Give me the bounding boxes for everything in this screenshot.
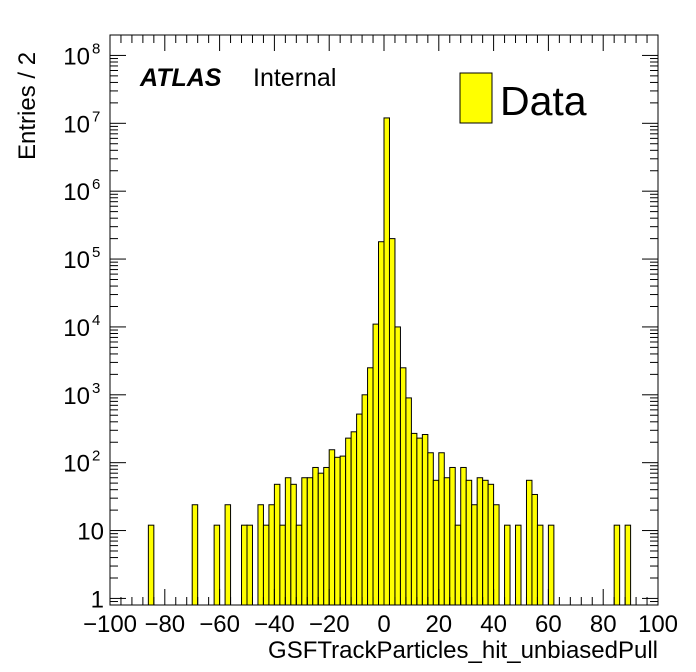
- histogram-bar: [279, 524, 286, 606]
- x-tick-label: −80: [144, 611, 185, 638]
- x-tick-label: 40: [480, 611, 507, 638]
- histogram-bar: [350, 431, 358, 606]
- y-tick-exponent: 2: [92, 448, 100, 465]
- x-tick-label: 20: [425, 611, 452, 638]
- histogram-bar: [443, 477, 451, 606]
- histogram-bar: [432, 479, 440, 606]
- histogram-bar: [284, 477, 292, 606]
- x-tick-label: −40: [254, 611, 295, 638]
- histogram-bar: [613, 524, 621, 606]
- histogram-bar: [323, 466, 330, 606]
- histogram-bar: [421, 434, 429, 606]
- y-tick-exponent: 8: [92, 40, 100, 57]
- x-tick-label: 100: [638, 611, 678, 638]
- atlas-status-label: Internal: [253, 64, 336, 92]
- histogram-bar: [504, 524, 511, 606]
- y-tick-exponent: 4: [92, 312, 100, 329]
- y-tick-label: 10: [77, 519, 104, 546]
- histogram-bar: [438, 452, 445, 606]
- x-tick-label: 80: [590, 611, 617, 638]
- histogram-bar: [213, 524, 221, 606]
- atlas-label: ATLAS: [139, 64, 222, 92]
- y-axis-title: Entries / 2: [14, 52, 41, 160]
- y-tick-label: 1: [91, 586, 104, 613]
- histogram-bar: [460, 466, 467, 606]
- histogram-bar: [487, 483, 495, 606]
- y-tick-exponent: 7: [92, 108, 100, 125]
- histogram-bar: [476, 477, 484, 606]
- histogram-bar: [339, 455, 347, 606]
- x-axis-title: GSFTrackParticles_hit_unbiasedPull: [268, 637, 658, 664]
- histogram-bar: [427, 452, 434, 606]
- axis-ticks: [109, 34, 659, 606]
- histogram-bar: [394, 326, 401, 606]
- histogram-bar: [246, 524, 253, 606]
- histogram-bar: [449, 466, 456, 606]
- y-tick-label: 10: [63, 247, 90, 274]
- histogram-bar: [191, 504, 199, 606]
- histogram-bar: [388, 238, 396, 606]
- histogram-bar: [268, 504, 275, 606]
- histogram-bar: [345, 437, 352, 606]
- histogram-bar: [378, 241, 385, 606]
- histogram-bar: [241, 524, 248, 606]
- histogram-bar: [328, 449, 336, 606]
- histogram-bar: [372, 323, 380, 606]
- histogram-bar: [262, 524, 270, 606]
- histogram-bar: [515, 524, 522, 606]
- y-tick-exponent: 6: [92, 176, 100, 193]
- histogram-bar: [482, 479, 489, 606]
- histogram-bar: [493, 504, 500, 606]
- histogram-bar: [147, 524, 155, 606]
- x-tick-label: −100: [83, 611, 137, 638]
- histogram-bar: [471, 504, 478, 606]
- legend-label: Data: [500, 78, 587, 124]
- y-tick-exponent: 5: [92, 244, 100, 261]
- histogram-bar: [383, 117, 390, 606]
- x-tick-labels: −100 −80 −60 −40 −20 0 20 40 60 80 100: [83, 611, 678, 638]
- y-tick-label: 10: [63, 383, 90, 410]
- histogram-bar: [273, 483, 281, 606]
- histogram-bar: [312, 466, 319, 606]
- histogram-bar: [367, 367, 374, 606]
- histogram-bar: [624, 524, 632, 606]
- histogram-bar: [224, 504, 232, 606]
- histogram-bar: [306, 477, 314, 606]
- x-tick-label: −20: [309, 611, 350, 638]
- histogram-bar: [536, 524, 544, 606]
- legend-swatch: [459, 72, 493, 124]
- histogram-bar: [301, 477, 308, 606]
- y-tick-label: 10: [63, 179, 90, 206]
- histogram-bar: [531, 493, 538, 606]
- histogram-bar: [525, 479, 533, 606]
- histogram-bar: [257, 504, 264, 606]
- x-tick-label: 0: [377, 611, 390, 638]
- histogram-bar: [547, 524, 555, 606]
- histogram-bar: [317, 472, 325, 606]
- x-tick-label: 60: [535, 611, 562, 638]
- y-tick-exponent: 3: [92, 380, 100, 397]
- histogram-bar: [356, 413, 363, 606]
- histogram-bar: [399, 367, 407, 606]
- y-tick-label: 10: [63, 43, 90, 70]
- histogram-bar: [454, 524, 462, 606]
- histogram-bar: [290, 483, 297, 606]
- histogram-bar: [410, 432, 418, 606]
- x-tick-label: −60: [199, 611, 240, 638]
- histogram-bar: [405, 397, 412, 606]
- histogram-bar: [334, 456, 341, 606]
- y-tick-label: 10: [63, 451, 90, 478]
- plot-frame: [109, 34, 659, 606]
- histogram-bar: [416, 437, 423, 606]
- y-tick-label: 10: [63, 315, 90, 342]
- histogram-bar: [465, 479, 473, 606]
- histogram-bar: [361, 394, 369, 606]
- y-tick-label: 10: [63, 111, 90, 138]
- histogram-bar: [295, 524, 303, 606]
